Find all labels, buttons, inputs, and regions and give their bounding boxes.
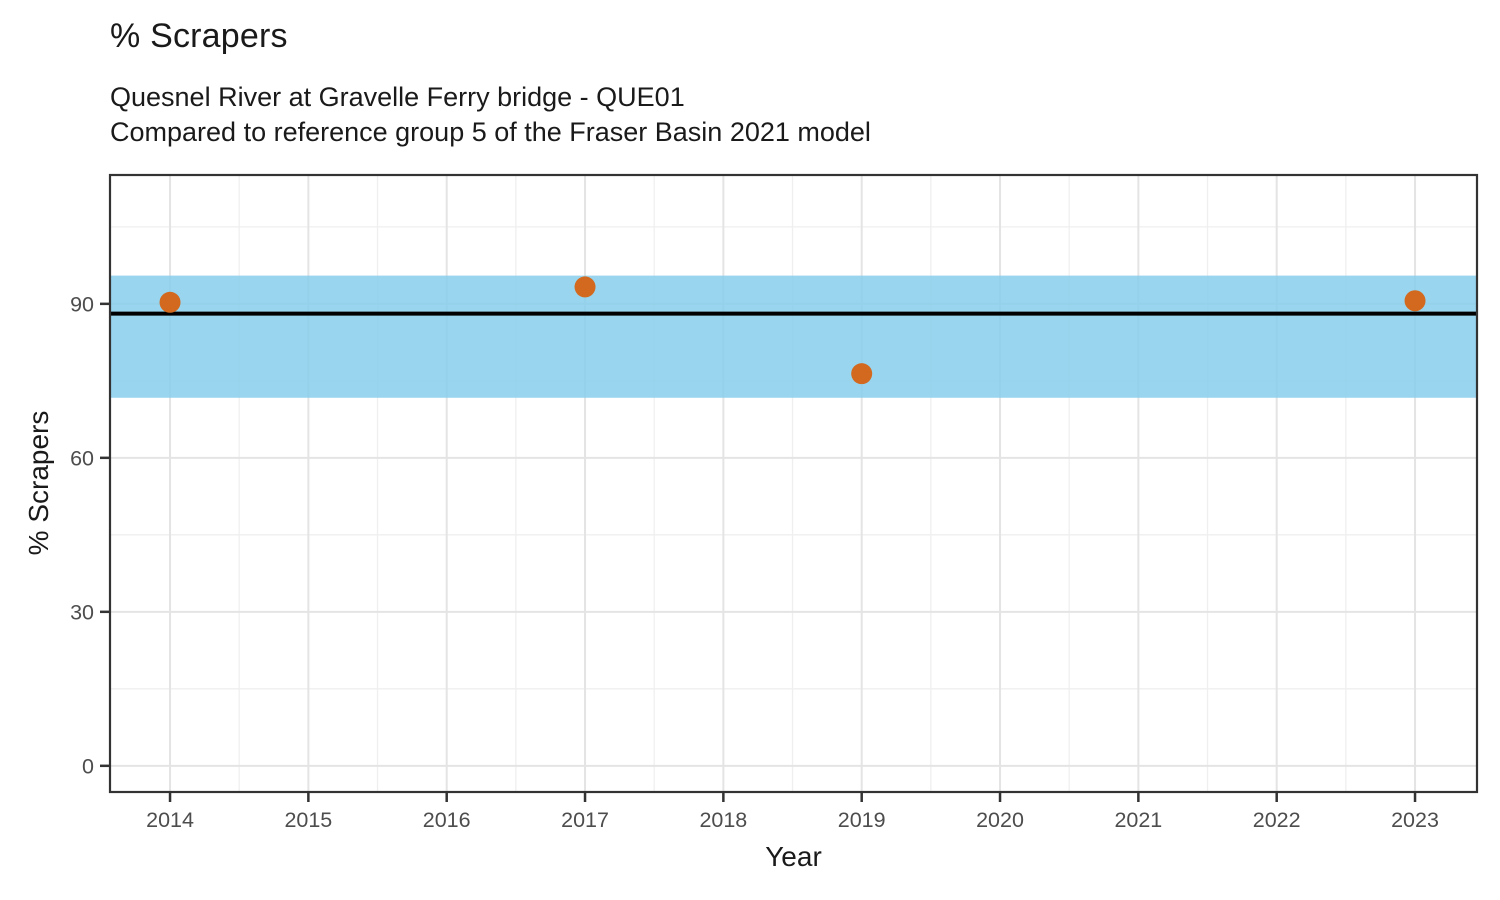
panel-border	[108, 173, 1479, 794]
y-tick-label: 90	[70, 292, 94, 316]
x-tick-label: 2019	[838, 808, 886, 832]
panel-background	[110, 175, 1477, 792]
x-tick-label: 2022	[1253, 808, 1301, 832]
x-tick-label: 2014	[146, 808, 194, 832]
chart-title: % Scrapers	[110, 17, 288, 55]
x-tick-label: 2017	[561, 808, 609, 832]
y-tick-label: 30	[70, 600, 94, 624]
x-tick-label: 2020	[976, 808, 1024, 832]
x-tick-label: 2023	[1391, 808, 1439, 832]
x-tick-label: 2016	[423, 808, 471, 832]
x-tick-label: 2015	[284, 808, 332, 832]
chart-subtitle-line2: Compared to reference group 5 of the Fra…	[110, 117, 871, 147]
y-tick-label: 60	[70, 446, 94, 470]
data-point	[159, 291, 181, 313]
x-axis-title: Year	[765, 841, 822, 872]
reference-band	[110, 275, 1477, 398]
data-point	[1404, 290, 1426, 312]
chart-subtitle: Quesnel River at Gravelle Ferry bridge -…	[110, 80, 871, 150]
data-point	[574, 276, 596, 298]
chart-subtitle-line1: Quesnel River at Gravelle Ferry bridge -…	[110, 82, 685, 112]
y-tick-label: 0	[82, 754, 94, 778]
x-tick-label: 2021	[1114, 808, 1162, 832]
y-axis-title: % Scrapers	[23, 410, 54, 556]
x-tick-label: 2018	[699, 808, 747, 832]
data-point	[851, 363, 873, 385]
